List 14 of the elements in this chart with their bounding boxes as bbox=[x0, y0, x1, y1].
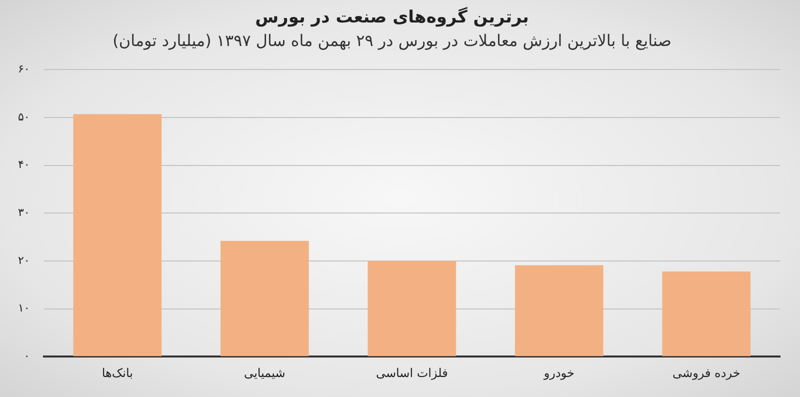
x-tick-label: بانک‌ها bbox=[102, 366, 133, 380]
x-tick-label: خرده فروشی bbox=[672, 366, 740, 380]
chart-subtitle: صنایع با بالاترین ارزش معاملات در بورس در ۲۹ بهمن ماه سال ۱۳۹۷ (میلیارد تومان) bbox=[112, 31, 672, 50]
y-tick-label: ۵۰ bbox=[18, 110, 30, 124]
x-tick-label: شیمیایی bbox=[244, 366, 286, 380]
chart-title: برترین گروه‌های صنعت در بورس bbox=[255, 6, 529, 28]
y-tick-label: ۲۰ bbox=[18, 254, 30, 267]
x-tick-label: خودرو bbox=[542, 366, 574, 380]
y-tick-label: ۱۰ bbox=[18, 302, 30, 315]
y-tick-label: ۴۰ bbox=[18, 158, 30, 172]
x-tick-label: فلزات اساسی bbox=[376, 366, 448, 380]
y-tick-label: ۰ bbox=[24, 349, 30, 362]
y-tick-label: ۳۰ bbox=[18, 206, 30, 219]
y-tick-label: ۶۰ bbox=[18, 62, 30, 76]
